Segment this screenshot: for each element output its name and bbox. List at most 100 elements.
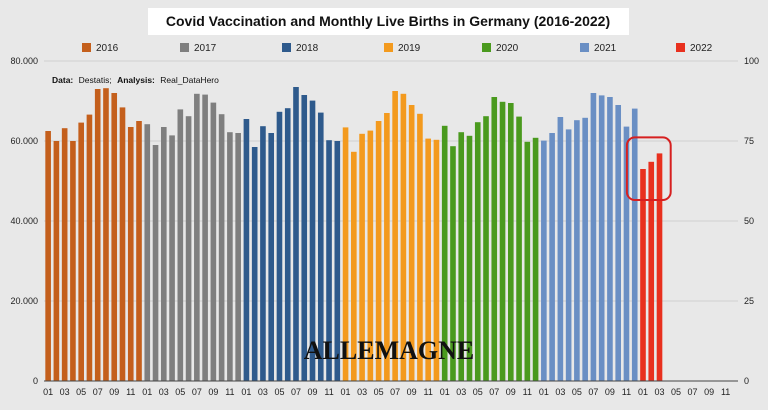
bar <box>615 105 622 381</box>
bar <box>45 131 51 381</box>
bar <box>235 133 241 381</box>
bar <box>631 108 638 381</box>
bar <box>342 127 349 382</box>
chart-title: Covid Vaccination and Monthly Live Birth… <box>166 13 610 29</box>
bar <box>260 126 266 381</box>
x-tick-label: 01 <box>539 387 549 397</box>
legend-swatch <box>482 43 491 52</box>
bar <box>433 139 440 381</box>
bar <box>483 116 489 381</box>
bar <box>309 100 316 381</box>
bar <box>532 137 539 381</box>
bar <box>400 93 407 382</box>
bar <box>408 105 415 381</box>
x-axis: 01 03 05 07 09 11 01 03 05 07 09 11 01 03 05 07 09 11 01 03… <box>43 380 738 397</box>
x-tick-label: 09 <box>407 387 417 397</box>
y2-tick-label: 50 <box>744 216 754 226</box>
x-tick-label: 03 <box>655 387 665 397</box>
source-label: Data: <box>52 75 73 85</box>
highlight-group <box>625 136 672 201</box>
bar <box>53 141 60 381</box>
y-axis-left: 0 20.000 40.000 60.000 80.000 <box>10 56 38 386</box>
bar <box>103 88 109 381</box>
bar <box>466 135 473 381</box>
bar <box>549 133 555 381</box>
x-tick-label: 07 <box>489 387 499 397</box>
bar <box>491 97 498 381</box>
x-tick-label: 11 <box>225 387 234 397</box>
bar <box>351 151 357 381</box>
bar <box>541 140 547 381</box>
bar <box>227 132 233 381</box>
legend-swatch <box>180 43 189 52</box>
bar <box>656 153 663 381</box>
x-tick-label: 09 <box>109 387 119 397</box>
x-tick-label: 01 <box>440 387 450 397</box>
legend-label: 2016 <box>96 43 119 54</box>
x-tick-label: 11 <box>622 387 631 397</box>
x-tick-label: 07 <box>192 387 202 397</box>
bar <box>177 109 184 382</box>
x-tick-label: 11 <box>523 387 532 397</box>
bar <box>317 112 324 381</box>
x-tick-label: 09 <box>605 387 615 397</box>
y-tick-label: 60.000 <box>10 136 38 146</box>
bar <box>70 141 76 381</box>
x-tick-label: 01 <box>341 387 351 397</box>
bar <box>326 140 332 381</box>
x-tick-label: 05 <box>374 387 384 397</box>
bar <box>144 124 151 381</box>
bar <box>276 111 283 382</box>
bar <box>367 130 374 381</box>
bar <box>169 135 175 381</box>
bars-group <box>45 87 663 382</box>
bar <box>648 161 655 381</box>
title-box <box>148 8 629 35</box>
bar <box>640 169 646 381</box>
x-tick-label: 11 <box>126 387 135 397</box>
bar <box>507 103 514 381</box>
bar <box>94 89 101 381</box>
bar <box>86 114 93 381</box>
y-tick-label: 80.000 <box>10 56 38 66</box>
x-tick-label: 05 <box>175 387 185 397</box>
bar <box>384 113 390 381</box>
bar <box>417 113 423 382</box>
bar <box>61 128 68 381</box>
legend-label: 2022 <box>690 43 713 54</box>
bar <box>458 132 465 381</box>
bar <box>293 87 299 381</box>
x-tick-label: 01 <box>638 387 648 397</box>
legend-label: 2020 <box>496 43 519 54</box>
bar <box>78 122 84 381</box>
bar <box>582 117 588 382</box>
bar <box>185 116 192 381</box>
source-note: Data: Destatis; Analysis: Real_DataHero <box>52 75 219 85</box>
bar <box>607 97 613 381</box>
x-tick-label: 07 <box>93 387 103 397</box>
bar <box>441 125 448 381</box>
x-tick-label: 05 <box>76 387 86 397</box>
x-tick-label: 03 <box>159 387 169 397</box>
legend-swatch <box>676 43 685 52</box>
bar <box>623 126 630 381</box>
bar <box>268 133 275 381</box>
analysis-label: Analysis: <box>117 75 155 85</box>
y2-tick-label: 100 <box>744 56 759 66</box>
x-tick-label: 07 <box>588 387 598 397</box>
x-tick-label: 01 <box>241 387 251 397</box>
legend-swatch <box>82 43 91 52</box>
x-tick-label: 03 <box>456 387 466 397</box>
x-tick-label: 07 <box>688 387 698 397</box>
x-tick-label: 03 <box>258 387 268 397</box>
bar <box>392 91 398 381</box>
y-tick-label: 40.000 <box>10 216 38 226</box>
y2-tick-label: 75 <box>744 136 754 146</box>
bar <box>574 120 580 381</box>
x-tick-label: 09 <box>308 387 318 397</box>
bar <box>119 107 126 382</box>
bar <box>557 117 564 381</box>
bar <box>425 138 431 381</box>
x-tick-label: 03 <box>555 387 565 397</box>
